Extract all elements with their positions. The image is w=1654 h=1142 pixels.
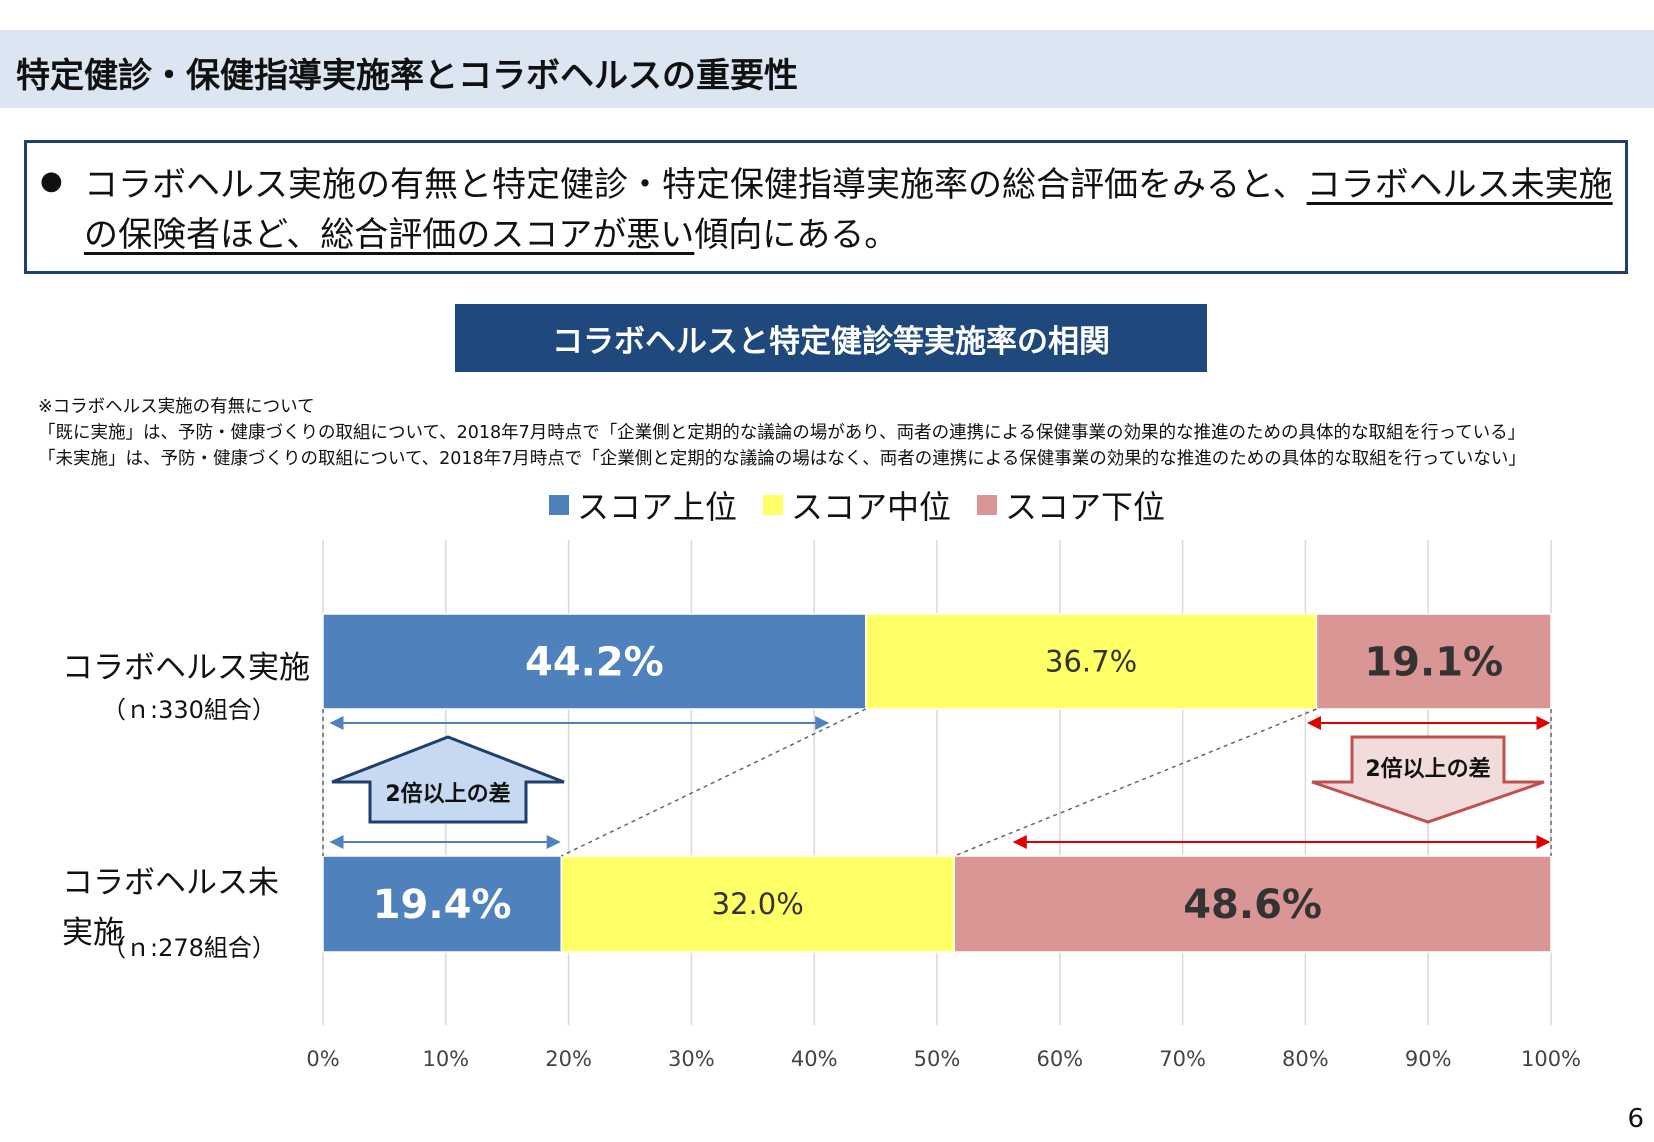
note-implemented: 「既に実施」は、予防・健康づくりの取組について、2018年7月時点で「企業側と定… (38, 423, 1526, 443)
category-label-not-implemented: コラボヘルス未実施 (62, 865, 279, 951)
chart-legend: スコア上位 スコア中位 スコア下位 (0, 482, 1654, 528)
down-arrow-label: 2倍以上の差 (1365, 756, 1490, 782)
up-arrow-label: 2倍以上の差 (385, 781, 510, 807)
x-tick-label: 10% (422, 1047, 469, 1071)
bar-segment (1315, 613, 1552, 710)
category-label-implemented: コラボヘルス実施 (62, 650, 310, 686)
summary-bullet: ● (40, 166, 63, 196)
x-tick-label: 30% (668, 1047, 715, 1071)
x-tick-label: 80% (1282, 1047, 1329, 1071)
legend-swatch-top (548, 495, 569, 515)
summary-text-plain: コラボヘルス実施の有無と特定健診・特定保健指導実施率の総合評価をみると、 (84, 165, 1307, 205)
legend-item-top: スコア上位 (548, 482, 737, 528)
legend-swatch-mid (762, 495, 783, 515)
connector-line (560, 708, 867, 857)
x-tick-label: 0% (306, 1047, 339, 1071)
header-band (0, 30, 1654, 108)
legend-label-mid: スコア中位 (790, 488, 951, 526)
bar-segment (322, 613, 867, 710)
legend-item-low: スコア下位 (977, 482, 1165, 528)
category-n-not-implemented: （ｎ:278組合） (102, 934, 276, 962)
summary-box (24, 140, 1628, 274)
summary-text-end: 傾向にある。 (694, 215, 899, 255)
data-label: 44.2% (525, 640, 664, 686)
legend-label-top: スコア上位 (576, 488, 737, 526)
category-n-implemented: （ｎ:330組合） (102, 696, 276, 724)
x-tick-label: 40% (791, 1047, 838, 1071)
up-block-arrow (331, 735, 565, 824)
note-heading: ※コラボヘルス実施の有無について (38, 397, 315, 417)
x-tick-label: 70% (1159, 1047, 1206, 1071)
data-label: 19.4% (373, 882, 512, 928)
page-number: 6 (1627, 1104, 1644, 1134)
down-block-arrow (1311, 735, 1545, 824)
bar-segment (865, 613, 1318, 710)
chart-title-banner: コラボヘルスと特定健診等実施率の相関 (455, 304, 1207, 372)
data-label: 36.7% (1045, 645, 1137, 679)
bar-segment (322, 855, 562, 953)
x-tick-label: 50% (914, 1047, 961, 1071)
legend-swatch-low (977, 495, 997, 515)
connector-line (953, 708, 1317, 857)
legend-label-low: スコア下位 (1005, 488, 1166, 526)
data-label: 32.0% (712, 887, 804, 921)
x-tick-label: 20% (545, 1047, 592, 1071)
legend-item-mid: スコア中位 (762, 482, 951, 528)
note-not-implemented: 「未実施」は、予防・健康づくりの取組について、2018年7月時点で「企業側と定期… (38, 449, 1526, 469)
data-label: 19.1% (1364, 640, 1503, 686)
bar-segment (953, 855, 1552, 953)
data-label: 48.6% (1183, 882, 1322, 928)
x-tick-label: 100% (1521, 1047, 1581, 1071)
bar-segment (560, 855, 955, 953)
x-tick-label: 90% (1405, 1047, 1452, 1071)
summary-text-underlined: コラボヘルス未実施の保険者ほど、総合評価のスコアが悪い (84, 165, 1613, 255)
x-tick-label: 60% (1036, 1047, 1083, 1071)
summary-text: コラボヘルス実施の有無と特定健診・特定保健指導実施率の総合評価をみると、コラボヘ… (84, 160, 1614, 260)
page-title: 特定健診・保健指導実施率とコラボヘルスの重要性 (16, 56, 798, 96)
